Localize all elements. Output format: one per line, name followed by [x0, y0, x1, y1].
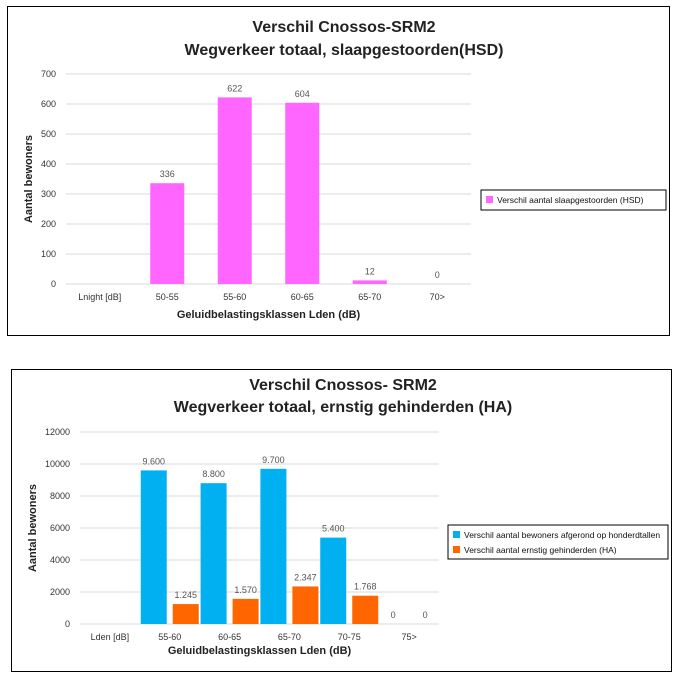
ha-legend-swatch-2 [453, 546, 460, 553]
ha-data-label-series-2: 2.347 [294, 572, 317, 582]
ha-data-label-series-1: 8.800 [202, 469, 225, 479]
hsd-bar-series-1 [150, 183, 185, 284]
hsd-x-axis-title: Geluidbelastingsklassen Lden (dB) [177, 309, 361, 321]
hsd-y-tick-label: 100 [41, 249, 56, 259]
ha-bar-series-2 [292, 586, 319, 624]
ha-data-label-series-1: 9.700 [262, 455, 285, 465]
ha-bar-series-2 [172, 604, 199, 624]
hsd-legend-label-1: Verschil aantal slaapgestoorden (HSD) [497, 195, 644, 205]
ha-y-tick-label: 8000 [50, 491, 70, 501]
hsd-y-tick-label: 700 [41, 69, 56, 79]
ha-x-tick-label: 75> [401, 632, 416, 642]
hsd-legend-swatch-1 [486, 196, 493, 203]
hsd-y-tick-label: 300 [41, 189, 56, 199]
ha-y-tick-label: 4000 [50, 555, 70, 565]
ha-data-label-series-2: 1.768 [354, 582, 377, 592]
chart-panel-ha: Verschil Cnossos- SRM2 Wegverkeer totaal,… [11, 369, 672, 672]
ha-data-label-series-2: 1.245 [174, 590, 197, 600]
ha-bar-series-1 [140, 470, 167, 624]
ha-x-axis-title: Geluidbelastingsklassen Lden (dB) [168, 645, 352, 657]
hsd-x-tick-label: 70> [430, 292, 445, 302]
ha-x-tick-label: 55-60 [158, 632, 181, 642]
hsd-x-tick-label: Lnight [dB] [78, 292, 121, 302]
ha-data-label-series-1: 0 [391, 610, 396, 620]
ha-y-tick-label: 2000 [50, 587, 70, 597]
ha-legend-label-2: Verschil aantal ernstig gehinderden (HA) [464, 545, 617, 555]
hsd-y-tick-label: 600 [41, 99, 56, 109]
ha-y-axis-title: Aantal bewoners [27, 484, 39, 572]
hsd-chart-title-line-1: Verschil Cnossos-SRM2 [252, 19, 435, 36]
ha-data-label-series-2: 1.570 [234, 585, 257, 595]
chart-ha: Verschil Cnossos- SRM2 Wegverkeer totaal,… [27, 377, 669, 657]
ha-bar-series-1 [320, 537, 347, 624]
hsd-x-tick-label: 55-60 [223, 292, 246, 302]
hsd-bar-series-1 [285, 102, 320, 284]
hsd-bar-series-1 [217, 97, 252, 285]
hsd-x-tick-label: 50-55 [156, 292, 179, 302]
hsd-y-tick-label: 200 [41, 219, 56, 229]
hsd-data-label-series-1: 336 [160, 169, 175, 179]
hsd-bar-series-1 [352, 280, 387, 284]
hsd-chart-title-line-2: Wegverkeer totaal, slaapgestoorden(HSD) [185, 42, 504, 59]
hsd-y-tick-label: 500 [41, 129, 56, 139]
ha-bar-series-2 [232, 598, 259, 624]
hsd-legend-box [480, 189, 667, 211]
hsd-x-tick-label: 65-70 [358, 292, 381, 302]
chart-hsd: Verschil Cnossos-SRM2 Wegverkeer totaal, … [23, 19, 667, 321]
ha-chart-title-line-1: Verschil Cnossos- SRM2 [249, 377, 437, 394]
hsd-x-tick-label: 60-65 [291, 292, 314, 302]
ha-x-tick-label: 60-65 [218, 632, 241, 642]
ha-legend-box [447, 524, 669, 560]
ha-x-tick-label: 70-75 [338, 632, 361, 642]
ha-bar-series-1 [200, 483, 227, 624]
ha-data-label-series-1: 9.600 [142, 456, 165, 466]
ha-data-label-series-2: 0 [423, 610, 428, 620]
hsd-data-label-series-1: 0 [435, 270, 440, 280]
hsd-data-label-series-1: 622 [227, 83, 242, 93]
hsd-y-tick-label: 400 [41, 159, 56, 169]
ha-x-tick-label: 65-70 [278, 632, 301, 642]
ha-y-tick-label: 0 [65, 619, 70, 629]
ha-x-tick-label: Lden [dB] [91, 632, 130, 642]
hsd-data-label-series-1: 12 [365, 266, 375, 276]
hsd-data-label-series-1: 604 [295, 89, 310, 99]
hsd-y-axis-title: Aantal bewoners [23, 135, 35, 223]
ha-y-tick-label: 12000 [45, 427, 70, 437]
ha-bar-series-1 [260, 468, 287, 624]
ha-y-tick-label: 6000 [50, 523, 70, 533]
ha-legend-swatch-1 [453, 531, 460, 538]
ha-y-tick-label: 10000 [45, 459, 70, 469]
ha-data-label-series-1: 5.400 [322, 524, 345, 534]
ha-bar-series-2 [352, 595, 379, 624]
chart-panel-hsd: Verschil Cnossos-SRM2 Wegverkeer totaal, … [7, 6, 670, 336]
ha-legend-label-1: Verschil aantal bewoners afgerond op hon… [464, 530, 660, 540]
ha-chart-title-line-2: Wegverkeer totaal, ernstig gehinderden (… [174, 399, 512, 416]
hsd-y-tick-label: 0 [51, 279, 56, 289]
